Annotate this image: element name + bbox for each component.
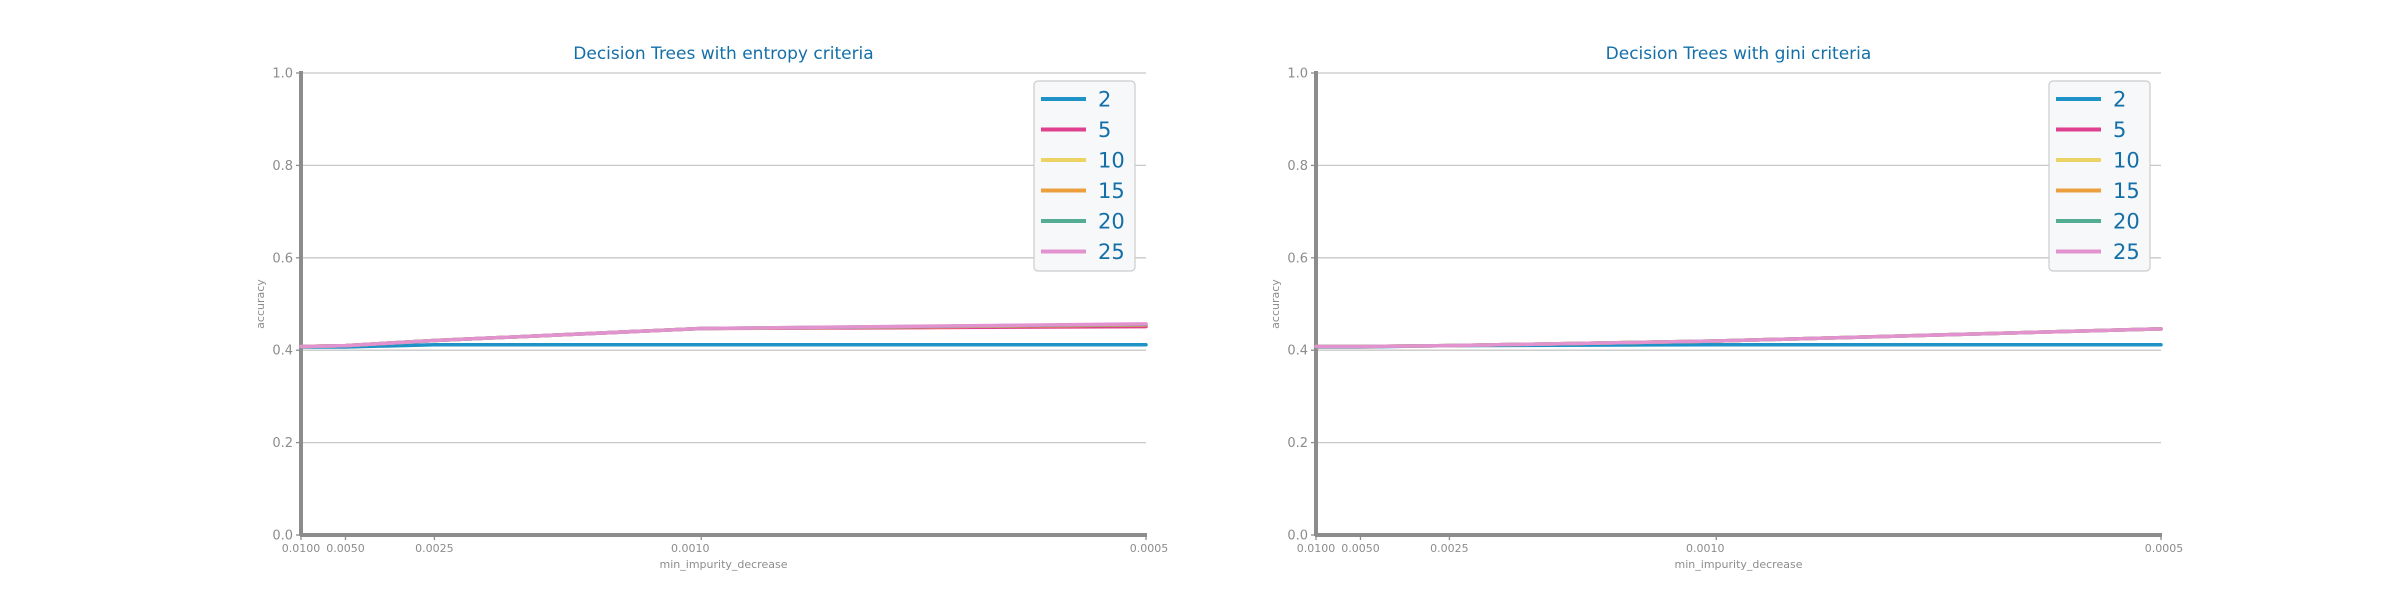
chart-panel-1: Decision Trees with entropy criteria0.00… [254,44,1168,571]
x-tick-label: 0.0025 [1430,542,1469,555]
series-line-2 [299,342,1148,349]
x-tick-label: 0.0025 [415,542,454,555]
x-tick-label: 0.0100 [282,542,321,555]
legend-label: 15 [2113,179,2140,203]
y-tick-label: 0.0 [1287,529,1308,544]
chart-title: Decision Trees with entropy criteria [573,44,873,64]
y-tick-label: 0.8 [272,159,293,174]
x-tick-label: 0.0050 [1341,542,1380,555]
legend-label: 2 [2113,88,2126,112]
x-tick-label: 0.0100 [1297,542,1336,555]
legend-label: 15 [1098,179,1125,203]
y-tick-label: 1.0 [272,67,293,82]
x-tick-label: 0.0010 [671,542,710,555]
y-tick-label: 0.6 [1287,251,1308,266]
y-tick-label: 0.4 [1287,344,1308,359]
series-line-25 [1314,327,2163,349]
legend-label: 2 [1098,88,1111,112]
legend-label: 5 [2113,118,2126,142]
y-tick-label: 0.0 [272,529,293,544]
legend-label: 10 [2113,149,2140,173]
x-axis-label: min_impurity_decrease [660,558,788,571]
x-axis-label: min_impurity_decrease [1675,558,1803,571]
legend-label: 25 [2113,240,2140,264]
x-tick-label: 0.0005 [1130,542,1169,555]
y-tick-label: 0.6 [272,251,293,266]
legend-label: 10 [1098,149,1125,173]
series-line-25 [299,322,1148,349]
y-tick-label: 0.2 [272,436,293,451]
x-tick-label: 0.0005 [2145,542,2184,555]
chart-title: Decision Trees with gini criteria [1606,44,1872,64]
y-tick-label: 0.2 [1287,436,1308,451]
y-tick-label: 1.0 [1287,67,1308,82]
x-tick-label: 0.0010 [1686,542,1725,555]
y-tick-label: 0.8 [1287,159,1308,174]
chart-panel-2: Decision Trees with gini criteria 0.0 0.2 0… [1269,44,2183,571]
y-tick-label: 0.4 [272,344,293,359]
legend-label: 5 [1098,118,1111,142]
y-axis-label: accuracy [1269,279,1282,329]
legend-label: 20 [2113,210,2140,234]
legend-label: 20 [1098,210,1125,234]
legend-label: 25 [1098,240,1125,264]
y-axis-label: accuracy [254,279,267,329]
x-tick-label: 0.0050 [326,542,365,555]
